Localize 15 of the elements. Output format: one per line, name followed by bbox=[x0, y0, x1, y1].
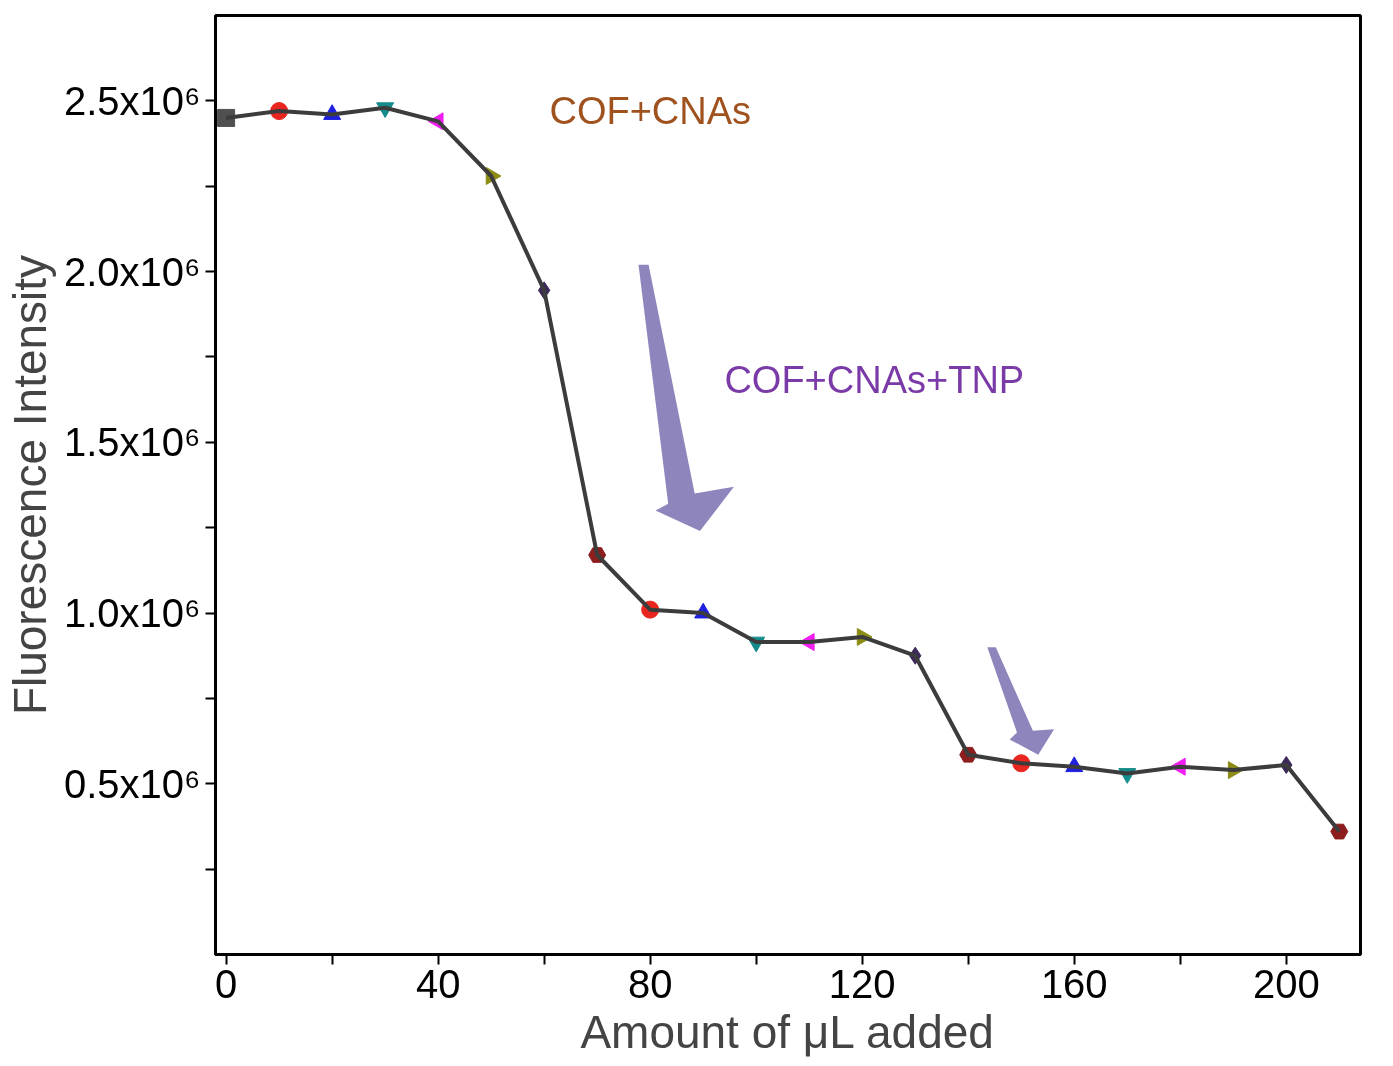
y-tick-label: 2.5x10⁶ bbox=[63, 78, 201, 123]
x-tick-label: 40 bbox=[415, 961, 461, 1006]
x-tick-label: 0 bbox=[214, 961, 238, 1006]
x-tick-label: 160 bbox=[1040, 961, 1108, 1006]
y-tick-label: 2.0x10⁶ bbox=[63, 249, 201, 294]
y-axis-title: Fluorescence Intensity bbox=[3, 254, 56, 716]
x-tick-label: 120 bbox=[828, 961, 896, 1006]
y-tick-label: 1.5x10⁶ bbox=[63, 420, 201, 465]
y-tick-label: 0.5x10⁶ bbox=[63, 761, 201, 806]
x-tick-label: 80 bbox=[627, 961, 673, 1006]
annotation: COF+CNAs bbox=[549, 89, 752, 132]
annotation: COF+CNAs+TNP bbox=[724, 359, 1025, 402]
x-axis-title: Amount of μL added bbox=[580, 1005, 994, 1058]
y-tick-label: 1.0x10⁶ bbox=[63, 591, 201, 636]
x-tick-label: 200 bbox=[1252, 961, 1320, 1006]
